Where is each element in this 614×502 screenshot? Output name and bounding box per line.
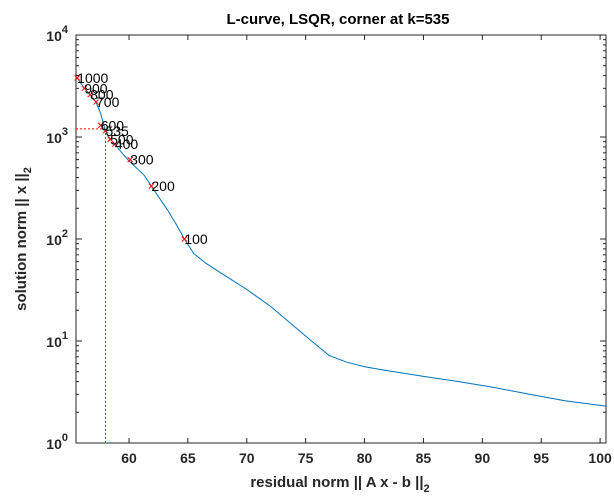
point-label: 300 bbox=[130, 152, 154, 168]
x-tick-label: 75 bbox=[298, 450, 314, 466]
y-tick-label: 102 bbox=[46, 228, 68, 248]
point-marker bbox=[107, 136, 114, 143]
x-tick-label: 100 bbox=[588, 450, 612, 466]
point-label: 400 bbox=[115, 136, 139, 152]
point-label: 600 bbox=[101, 117, 125, 133]
point-marker bbox=[148, 183, 155, 189]
point-label: 900 bbox=[84, 80, 108, 96]
series-group bbox=[76, 77, 607, 407]
x-tick-label: 95 bbox=[533, 450, 549, 466]
x-axis-label-sub: 2 bbox=[424, 483, 430, 495]
point-marker bbox=[102, 127, 109, 134]
x-axis-label-main: residual norm || A x - b || bbox=[250, 474, 423, 491]
point-marker bbox=[87, 91, 93, 98]
point-marker bbox=[181, 236, 188, 242]
point-marker bbox=[112, 141, 118, 148]
point-label: 1000 bbox=[77, 70, 108, 86]
y-axis-label: solution norm || x ||2 bbox=[13, 167, 34, 311]
point-label: 535 bbox=[105, 123, 129, 139]
y-axis-label-sub: 2 bbox=[22, 167, 34, 173]
axes-box bbox=[75, 34, 607, 444]
point-marker bbox=[97, 122, 104, 129]
x-axis-ticks: 60 65 70 75 80 85 90 95 100 bbox=[121, 35, 612, 466]
x-tick-label: 70 bbox=[239, 450, 255, 466]
point-marker bbox=[93, 99, 99, 105]
y-tick-label: 101 bbox=[46, 330, 68, 350]
y-tick-label: 104 bbox=[46, 24, 69, 44]
point-marker bbox=[127, 156, 134, 163]
point-label: 500 bbox=[110, 131, 134, 147]
y-axis-ticks: 100 101 102 103 104 bbox=[46, 24, 606, 452]
point-marker bbox=[81, 85, 88, 92]
x-tick-label: 85 bbox=[416, 450, 432, 466]
y-tick-label: 100 bbox=[46, 432, 68, 452]
x-axis-label: residual norm || A x - b ||2 bbox=[250, 474, 429, 495]
corner-guides bbox=[76, 128, 106, 443]
point-marker bbox=[74, 75, 81, 81]
x-tick-label: 65 bbox=[180, 450, 196, 466]
x-tick-label: 80 bbox=[357, 450, 373, 466]
y-tick-label: 103 bbox=[46, 126, 68, 146]
point-label: 700 bbox=[96, 94, 120, 110]
point-label: 100 bbox=[184, 231, 208, 247]
point-label: 200 bbox=[151, 178, 175, 194]
point-label: 800 bbox=[90, 87, 114, 103]
x-tick-label: 90 bbox=[475, 450, 491, 466]
x-tick-label: 60 bbox=[121, 450, 137, 466]
series-line bbox=[76, 77, 607, 407]
point-markers bbox=[74, 75, 188, 242]
y-axis-label-main: solution norm || x || bbox=[13, 173, 30, 311]
chart-title: L-curve, LSQR, corner at k=535 bbox=[226, 11, 449, 28]
